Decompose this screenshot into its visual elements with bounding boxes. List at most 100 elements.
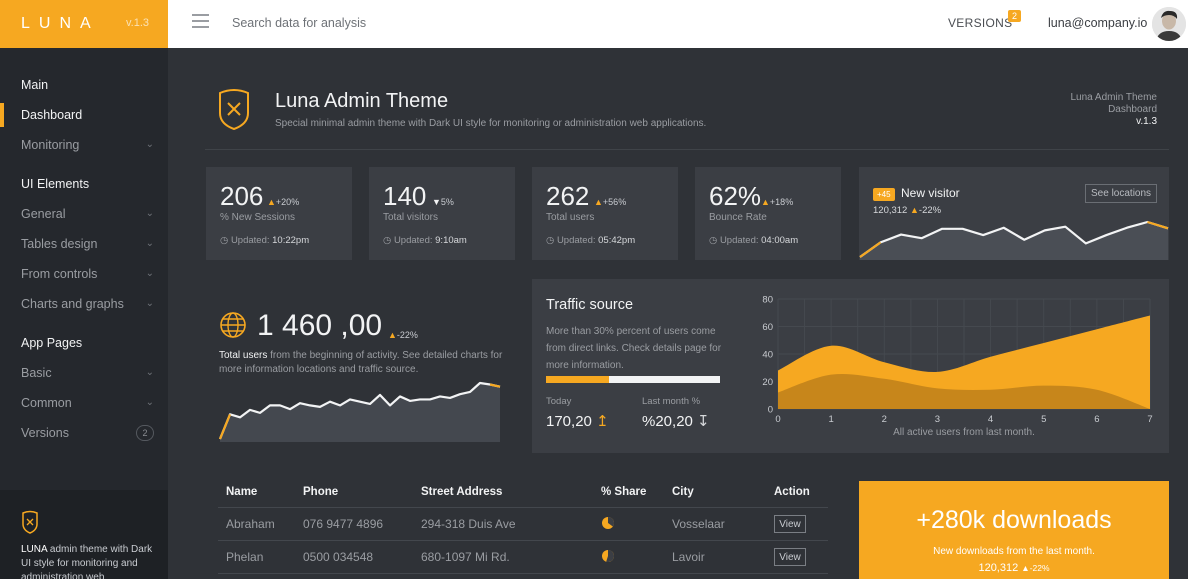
row-divider bbox=[218, 573, 828, 574]
row-divider bbox=[218, 507, 828, 508]
search-input[interactable] bbox=[232, 13, 532, 33]
sidebar-item-label: Common bbox=[21, 396, 72, 410]
sidebar-item-from-controls[interactable]: From controls ⌄ bbox=[0, 262, 168, 286]
arrow-down-icon: ▼ bbox=[432, 197, 441, 207]
shield-logo-icon bbox=[219, 89, 249, 130]
stat-change: ▲+20% bbox=[267, 197, 300, 207]
see-locations-button[interactable]: See locations bbox=[1085, 184, 1158, 203]
cell-name: Abraham bbox=[226, 517, 275, 531]
page-title: Luna Admin Theme bbox=[275, 90, 449, 112]
column-header-name[interactable]: Name bbox=[226, 486, 258, 498]
cell-phone: 0500 034548 bbox=[303, 550, 374, 564]
traffic-area-chart: 0 20 40 60 80 0 1 2 3 4 5 6 7 All active users from l… bbox=[762, 295, 1152, 439]
stat-value: 206 bbox=[220, 181, 264, 211]
sidebar-item-charts-and-graphs[interactable]: Charts and graphs ⌄ bbox=[0, 292, 168, 316]
stat-card-bounce-rate: 62% ▲+18% Bounce Rate ◷ Updated: 04:00am bbox=[695, 167, 841, 260]
sparkline-area bbox=[220, 383, 500, 442]
stat-change: ▲+18% bbox=[761, 197, 794, 207]
progress-fill bbox=[546, 376, 609, 383]
cell-city: Lavoir bbox=[672, 550, 705, 564]
last-month-value: %20,20 ↧ bbox=[642, 413, 710, 430]
versions-count-badge: 2 bbox=[1008, 10, 1022, 22]
sidebar-item-label: Tables design bbox=[21, 237, 98, 251]
sidebar-item-label: From controls bbox=[21, 267, 98, 281]
cell-address: 294-318 Duis Ave bbox=[421, 517, 516, 531]
arrow-up-icon: ▲ bbox=[909, 205, 919, 215]
downloads-value: 120,312 ▲-22% bbox=[978, 562, 1050, 574]
footer-brand: LUNA bbox=[21, 544, 48, 555]
share-pie-icon bbox=[602, 550, 614, 562]
stat-updated: ◷ Updated: 04:00am bbox=[709, 235, 799, 246]
sidebar-item-dashboard[interactable]: Dashboard bbox=[0, 103, 168, 127]
stat-card-new-sessions: 206 ▲+20% % New Sessions ◷ Updated: 10:2… bbox=[206, 167, 352, 260]
stat-change: ▲+56% bbox=[594, 197, 627, 207]
x-tick-label: 3 bbox=[935, 414, 940, 425]
stat-label: % New Sessions bbox=[220, 212, 296, 223]
sidebar-item-label: General bbox=[21, 207, 66, 221]
stat-card-total-users: 262 ▲+56% Total users ◷ Updated: 05:42pm bbox=[532, 167, 678, 260]
menu-toggle-icon[interactable] bbox=[192, 14, 209, 28]
sidebar-item-label: Versions bbox=[21, 426, 69, 440]
y-tick-label: 20 bbox=[762, 377, 773, 388]
sidebar-item-general[interactable]: General ⌄ bbox=[0, 202, 168, 226]
cell-city: Vosselaar bbox=[672, 517, 725, 531]
row-divider bbox=[218, 540, 828, 541]
chevron-down-icon: ⌄ bbox=[145, 367, 154, 378]
sidebar-footer: LUNA admin theme with Dark UI style for … bbox=[0, 490, 168, 579]
view-button[interactable]: View bbox=[774, 515, 806, 533]
today-value: 170,20 ↥ bbox=[546, 413, 609, 430]
sidebar-item-label: Charts and graphs bbox=[21, 297, 124, 311]
column-header-share[interactable]: % Share bbox=[601, 486, 647, 498]
stat-label: Total visitors bbox=[383, 212, 439, 223]
view-button[interactable]: View bbox=[774, 548, 806, 566]
stat-value: 62% bbox=[709, 181, 762, 211]
arrow-up-icon: ▲ bbox=[388, 330, 397, 340]
x-tick-label: 4 bbox=[988, 414, 993, 425]
x-axis-label: All active users from last month. bbox=[893, 427, 1035, 438]
column-header-phone[interactable]: Phone bbox=[303, 486, 339, 498]
column-header-address[interactable]: Street Address bbox=[421, 486, 503, 498]
sidebar-section-app-pages: App Pages bbox=[21, 336, 83, 350]
sparkline-end-accent bbox=[489, 383, 501, 388]
x-tick-label: 0 bbox=[775, 414, 780, 425]
x-tick-label: 7 bbox=[1147, 414, 1152, 425]
visitor-badge: +45 bbox=[873, 188, 895, 201]
sidebar-item-versions[interactable]: Versions 2 bbox=[0, 421, 168, 445]
sidebar-item-basic[interactable]: Basic ⌄ bbox=[0, 361, 168, 385]
sidebar-item-monitoring[interactable]: Monitoring ⌄ bbox=[0, 133, 168, 157]
chevron-down-icon: ⌄ bbox=[145, 208, 154, 219]
shield-logo-icon bbox=[22, 510, 38, 534]
column-header-city[interactable]: City bbox=[672, 486, 694, 498]
today-label: Today bbox=[546, 396, 572, 407]
sidebar-item-label: Dashboard bbox=[21, 108, 83, 122]
arrow-down-long-icon: ↧ bbox=[697, 413, 710, 430]
sidebar-section-main: Main bbox=[21, 78, 49, 92]
user-email[interactable]: luna@company.io bbox=[1048, 16, 1148, 30]
downloads-title: +280k downloads bbox=[916, 506, 1112, 534]
stat-updated: ◷ Updated: 9:10am bbox=[383, 235, 467, 246]
x-tick-label: 1 bbox=[828, 414, 833, 425]
arrow-up-icon: ▲ bbox=[267, 197, 276, 207]
sidebar-item-common[interactable]: Common ⌄ bbox=[0, 391, 168, 415]
sidebar-item-label: Basic bbox=[21, 366, 52, 380]
stat-updated: ◷ Updated: 05:42pm bbox=[546, 235, 636, 246]
cell-address: 680-1097 Mi Rd. bbox=[421, 550, 510, 564]
arrow-up-icon: ▲ bbox=[1021, 563, 1030, 573]
column-header-action[interactable]: Action bbox=[774, 486, 810, 498]
sparkline-start-accent bbox=[859, 241, 882, 258]
chevron-down-icon: ⌄ bbox=[145, 268, 154, 279]
brand[interactable]: LUNA v.1.3 bbox=[0, 0, 168, 48]
versions-link[interactable]: VERSIONS bbox=[948, 16, 1013, 30]
total-users-change: ▲-22% bbox=[388, 330, 418, 340]
share-pie-icon bbox=[602, 517, 614, 529]
breadcrumb-app: Luna Admin Theme bbox=[1070, 92, 1157, 103]
cell-phone: 076 9477 4896 bbox=[303, 517, 384, 531]
chevron-down-icon: ⌄ bbox=[145, 139, 154, 150]
sidebar-item-label: Monitoring bbox=[21, 138, 80, 152]
sidebar-item-tables-design[interactable]: Tables design ⌄ bbox=[0, 232, 168, 256]
sparkline-end-accent bbox=[1147, 220, 1169, 230]
brand-version: v.1.3 bbox=[126, 17, 150, 29]
visitor-value: 120,312 ▲-22% bbox=[873, 205, 942, 216]
last-month-label: Last month % bbox=[642, 396, 701, 407]
avatar[interactable] bbox=[1152, 7, 1186, 41]
